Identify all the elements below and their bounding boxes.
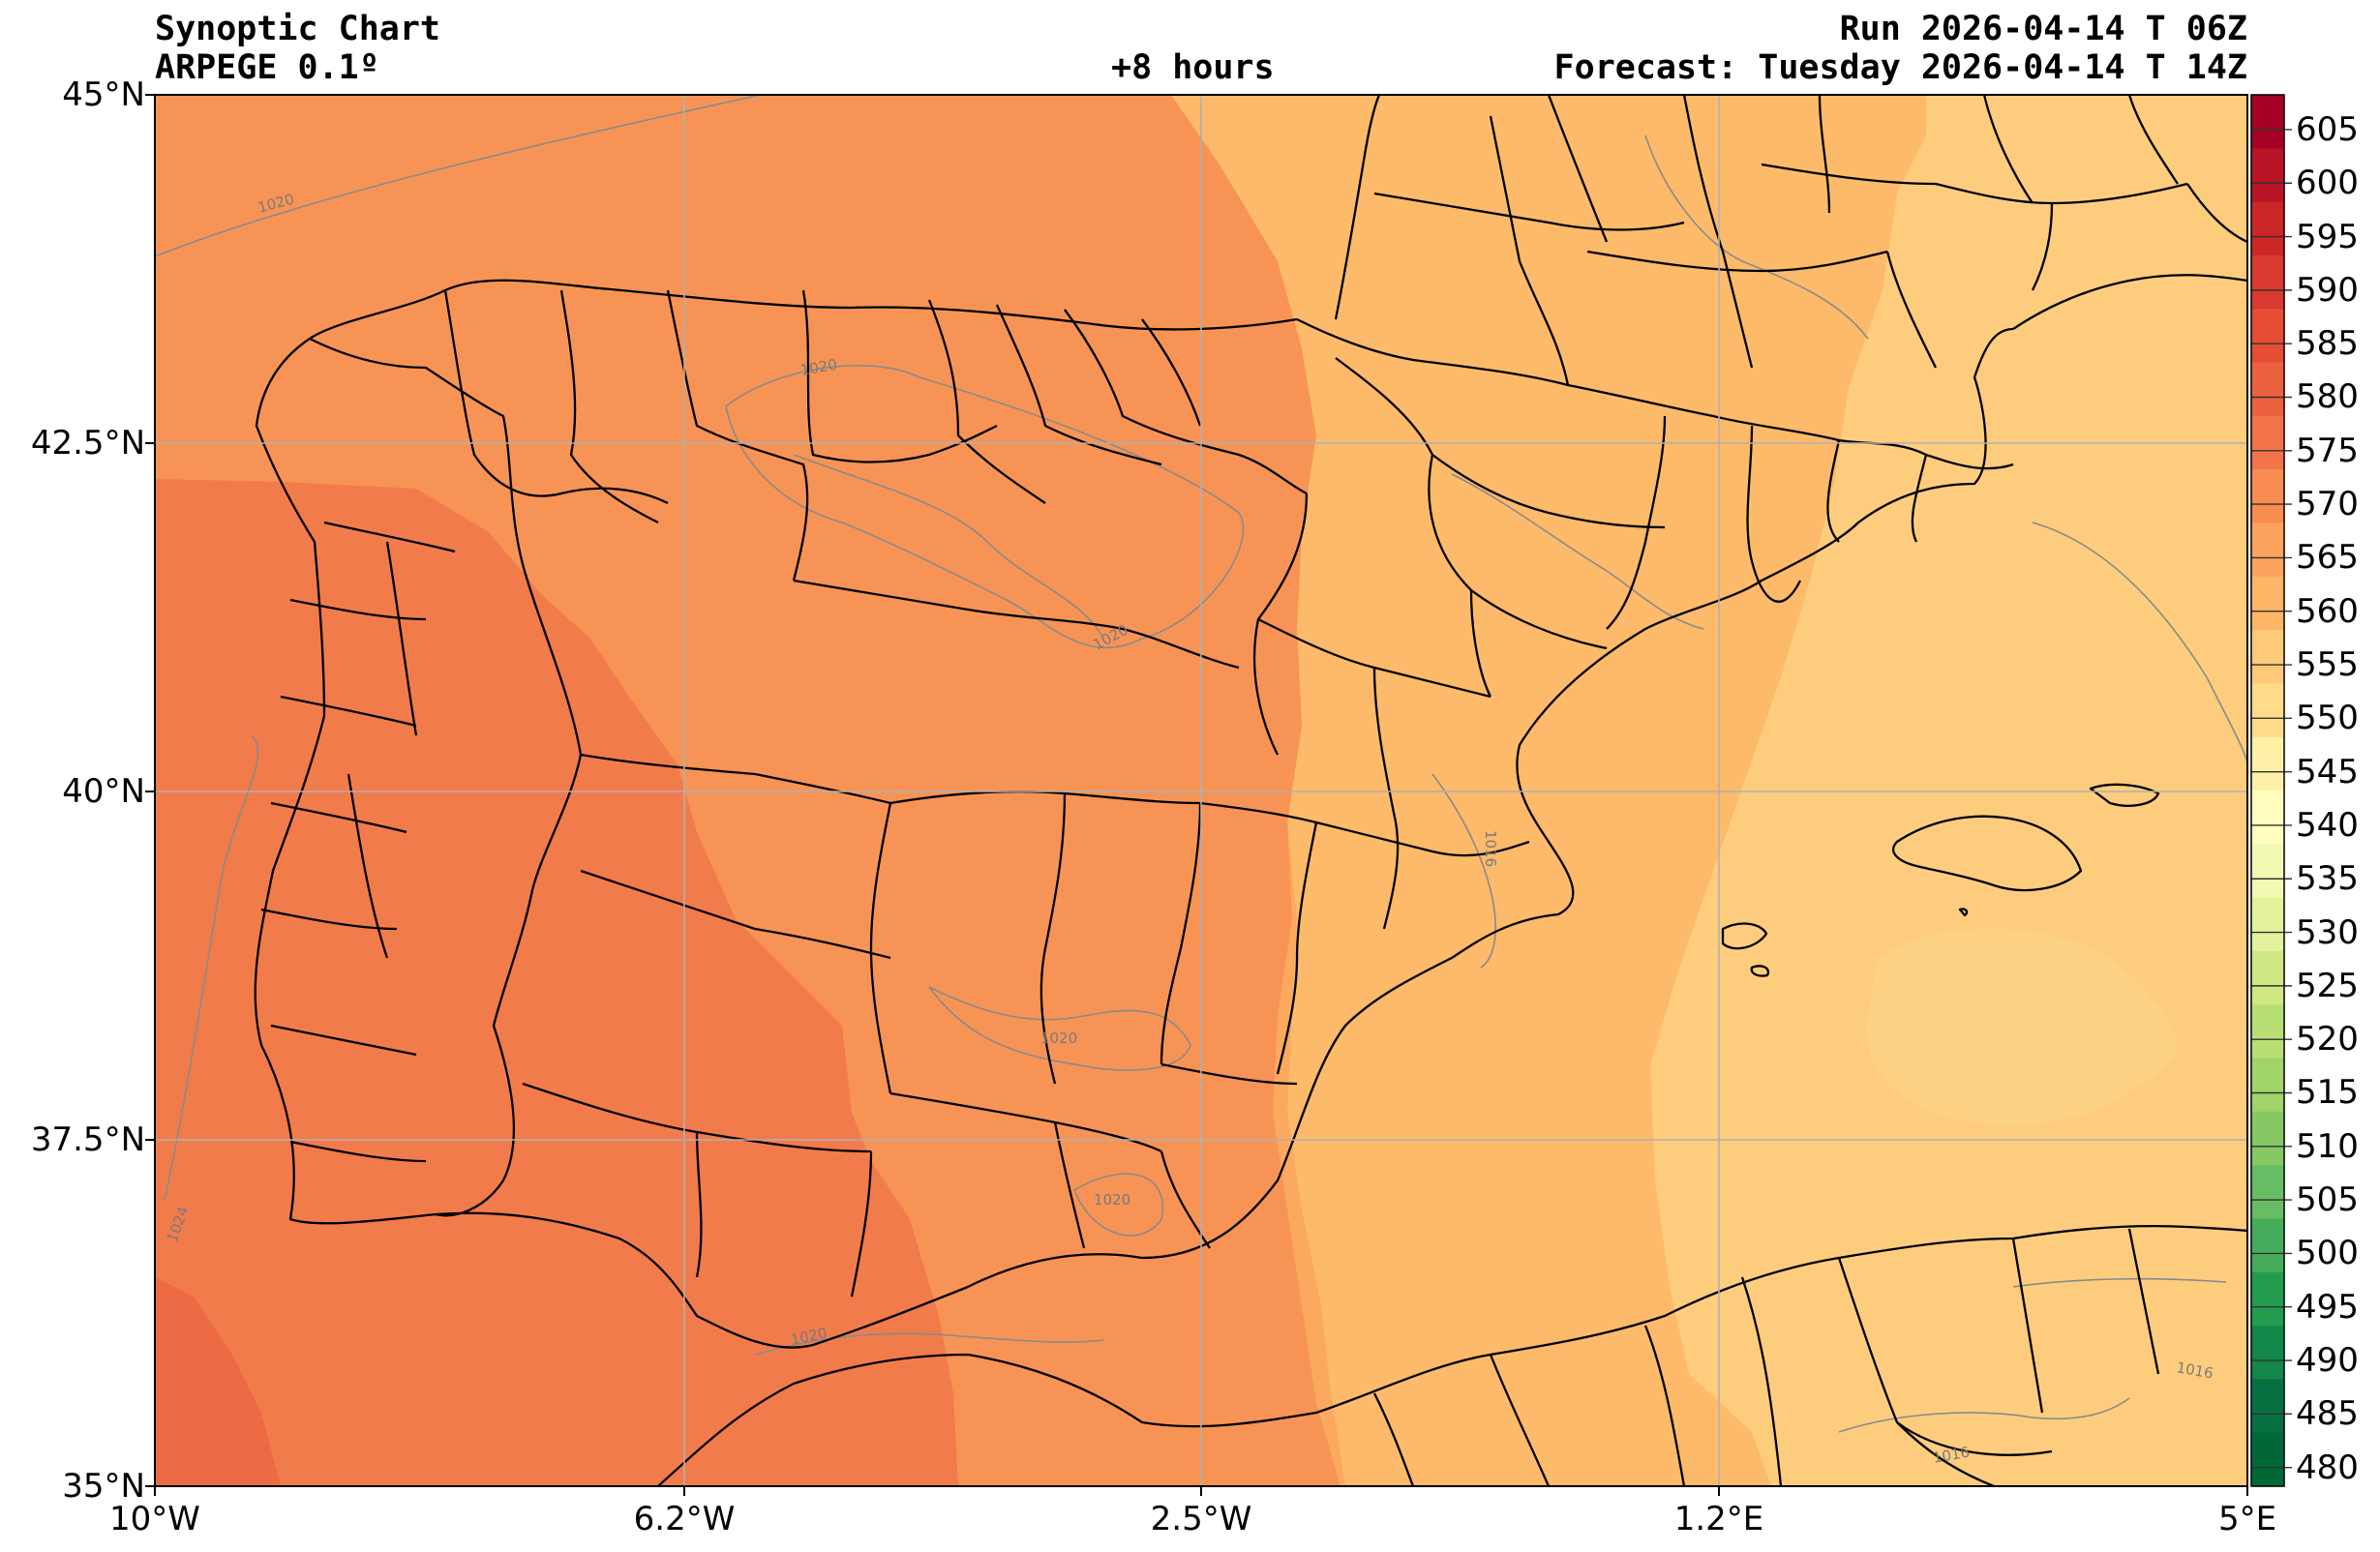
isobar-label: 1020 [1040, 1030, 1077, 1047]
colorbar-swatch [2251, 469, 2284, 524]
lon-tick-label: 1.2°E [1673, 1500, 1764, 1538]
colorbar-label: 580 [2296, 377, 2359, 417]
colorbar-label: 540 [2296, 805, 2359, 845]
colorbar-swatch [2251, 201, 2284, 256]
lat-tick-label: 45°N [62, 75, 145, 114]
colorbar-label: 545 [2296, 752, 2359, 791]
colorbar-label: 480 [2296, 1448, 2359, 1487]
colorbar-label: 575 [2296, 431, 2359, 470]
colorbar-label: 525 [2296, 966, 2359, 1005]
colorbar-swatch [2251, 1111, 2284, 1166]
colorbar-label: 485 [2296, 1394, 2359, 1434]
colorbar-swatch [2251, 1379, 2284, 1434]
colorbar-swatch [2251, 1271, 2284, 1327]
tick-marks [145, 94, 2248, 1496]
colorbar-swatch [2251, 576, 2284, 631]
colorbar-label: 505 [2296, 1180, 2359, 1220]
colorbar-swatch [2251, 844, 2284, 899]
run-label: Run 2026-04-14 T 06Z [1839, 10, 2247, 48]
colorbar-label: 555 [2296, 645, 2359, 685]
colorbar-swatch [2251, 1218, 2284, 1273]
isobars [155, 95, 2247, 1433]
chart-title: Synoptic Chart [155, 10, 441, 48]
lat-tick-label: 40°N [62, 772, 145, 811]
colorbar-label: 510 [2296, 1126, 2359, 1166]
geopotential-field: 1020 1020 1020 1020 1020 1020 1024 1016 … [155, 95, 2247, 1486]
colorbar-label: 490 [2296, 1341, 2359, 1381]
colorbar-swatch [2251, 736, 2284, 791]
colorbar-swatch [2251, 1058, 2284, 1113]
iberia-coast [254, 279, 2014, 1349]
colorbar-swatch [2251, 309, 2284, 364]
colorbar-swatch [2251, 683, 2284, 738]
colorbar-swatch [2251, 950, 2284, 1005]
zone-575 [155, 479, 958, 1486]
colorbar-swatch [2251, 95, 2284, 149]
france-coast [1334, 95, 1381, 320]
colorbar-swatch [2251, 1165, 2284, 1220]
zone-555-blob [1866, 928, 2178, 1126]
lat-tick-label: 37.5°N [30, 1120, 145, 1159]
colorbar-label: 530 [2296, 912, 2359, 952]
zone-580 [155, 1277, 281, 1486]
colorbar-label: 585 [2296, 324, 2359, 364]
isobar-label: 1016 [1482, 830, 1499, 867]
colorbar-label: 600 [2296, 164, 2359, 203]
menorca [2089, 783, 2160, 807]
colorbar-swatch [2251, 1326, 2284, 1380]
colorbar-swatch [2251, 522, 2284, 578]
colorbar-label: 495 [2296, 1287, 2359, 1327]
colorbar [2250, 94, 2292, 1487]
lead-time: +8 hours [1111, 48, 1275, 87]
lon-tick-label: 6.2°W [633, 1500, 736, 1538]
colorbar-swatch [2251, 415, 2284, 470]
colorbar-label: 565 [2296, 538, 2359, 578]
colorbar-label: 570 [2296, 485, 2359, 524]
colorbar-swatch [2251, 897, 2284, 952]
colorbar-label: 590 [2296, 270, 2359, 310]
colorbar-label: 520 [2296, 1020, 2359, 1060]
colorbar-swatch [2251, 148, 2284, 203]
colorbar-label: 550 [2296, 699, 2359, 738]
france-med-coast [2012, 274, 2247, 330]
lat-tick-label: 35°N [62, 1467, 145, 1506]
model-label: ARPEGE 0.1º [155, 48, 379, 87]
colorbar-label: 595 [2296, 217, 2359, 256]
pyrenees-border [1296, 317, 2014, 470]
colorbar-label: 560 [2296, 591, 2359, 631]
colorbar-label: 500 [2296, 1234, 2359, 1273]
forecast-label: Forecast: Tuesday 2026-04-14 T 14Z [1553, 48, 2247, 87]
colorbar-swatch [2251, 362, 2284, 417]
lon-tick-label: 2.5°W [1150, 1500, 1252, 1538]
colorbar-swatch [2251, 1432, 2284, 1487]
colorbar-label: 605 [2296, 109, 2359, 149]
graticule [155, 95, 2247, 1486]
formentera [1750, 965, 1770, 977]
colorbar-swatch [2251, 791, 2284, 845]
colorbar-swatch [2251, 1004, 2284, 1060]
borders [254, 95, 2247, 1486]
isobar-label: 1020 [1094, 1191, 1130, 1209]
lon-tick-label: 5°E [2217, 1500, 2277, 1538]
ibiza [1721, 922, 1768, 950]
colorbar-swatch [2251, 254, 2284, 310]
lat-tick-label: 42.5°N [30, 424, 145, 463]
colorbar-label: 535 [2296, 859, 2359, 899]
colorbar-frame [2250, 94, 2285, 1487]
colorbar-label: 515 [2296, 1073, 2359, 1113]
mallorca [1891, 815, 2083, 892]
colorbar-swatch [2251, 630, 2284, 684]
lon-tick-label: 10°W [109, 1500, 200, 1538]
